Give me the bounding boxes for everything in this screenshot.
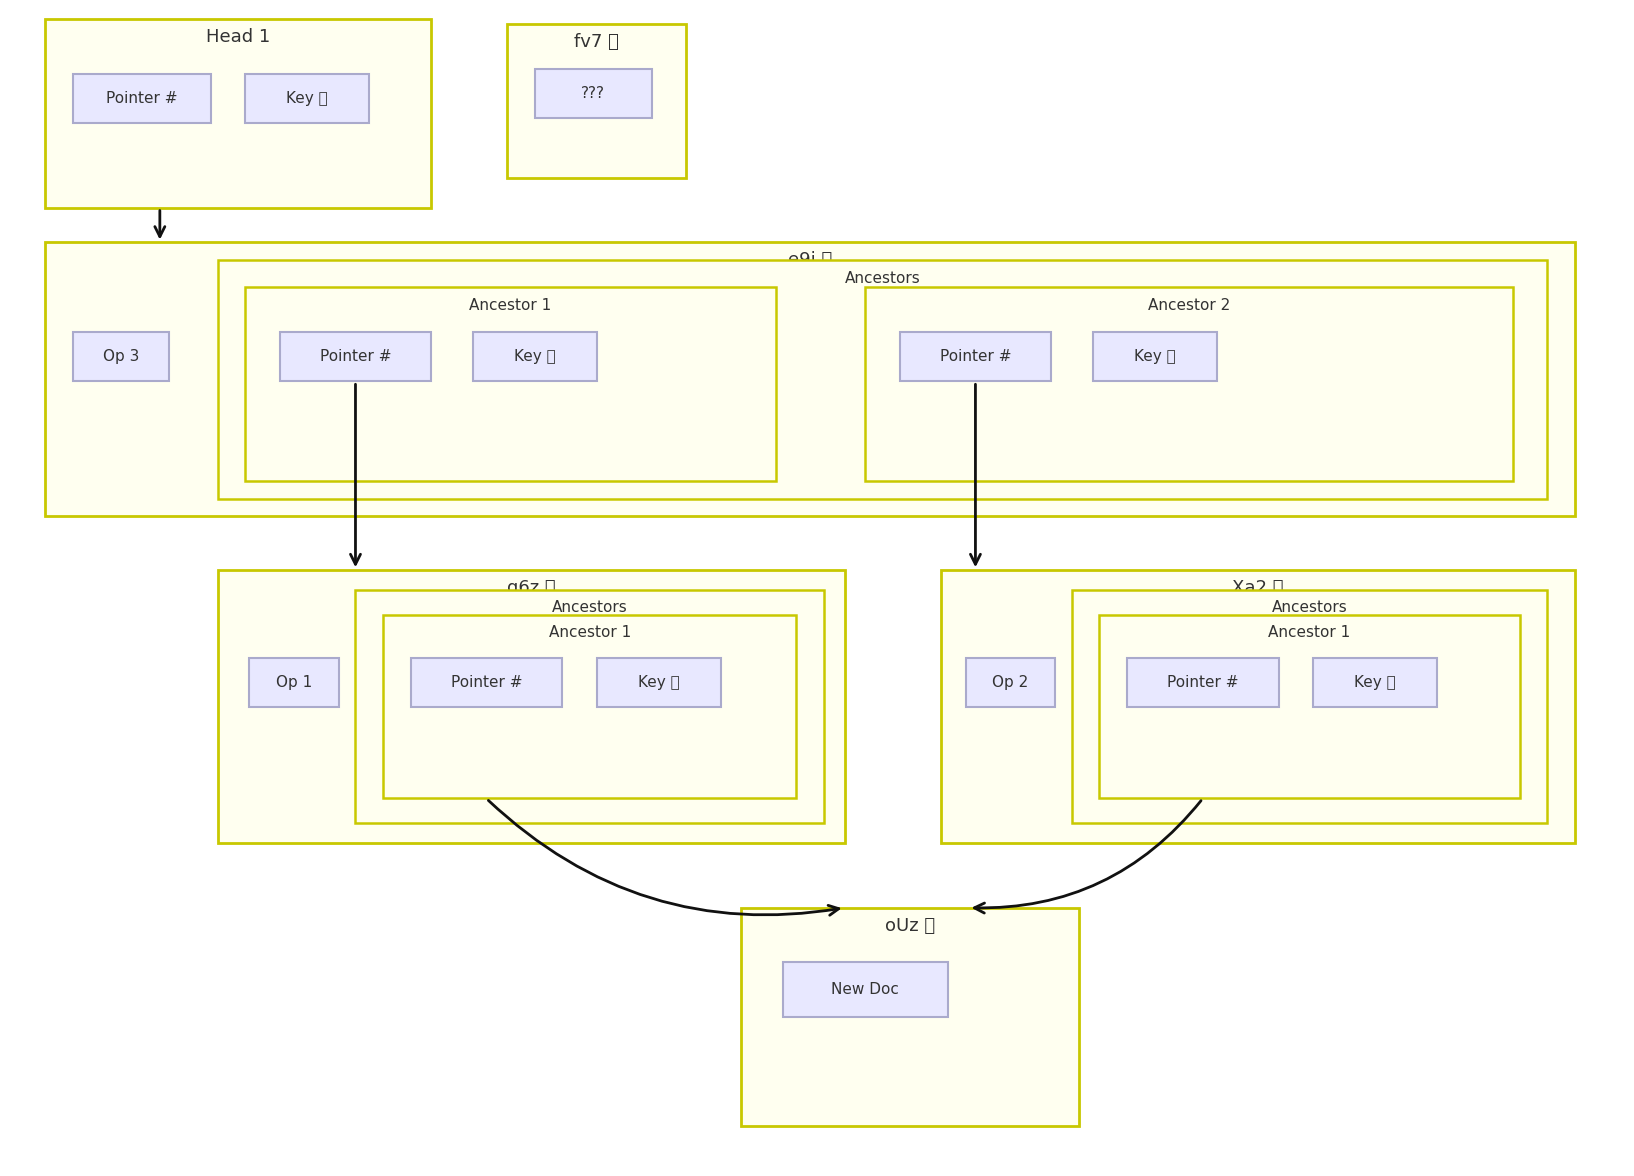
Text: fv7 🔒: fv7 🔒: [574, 33, 619, 51]
Bar: [1127, 657, 1278, 707]
Text: Key 🔑: Key 🔑: [513, 349, 556, 365]
Text: Key 🔑: Key 🔑: [286, 91, 328, 106]
Text: New Doc: New Doc: [832, 982, 899, 997]
Bar: [245, 74, 369, 123]
Text: Op 2: Op 2: [992, 675, 1029, 690]
Bar: [217, 570, 845, 843]
Text: Pointer #: Pointer #: [1167, 675, 1239, 690]
Bar: [742, 908, 1078, 1127]
Bar: [410, 657, 562, 707]
Bar: [46, 19, 431, 208]
Bar: [472, 332, 596, 381]
Bar: [250, 657, 338, 707]
Text: Ancestors: Ancestors: [845, 270, 920, 286]
Bar: [1072, 590, 1547, 823]
Text: Ancestor 2: Ancestor 2: [1147, 298, 1230, 313]
Bar: [783, 962, 948, 1017]
Bar: [46, 242, 1575, 515]
Bar: [941, 570, 1575, 843]
Text: Op 1: Op 1: [276, 675, 312, 690]
Bar: [866, 287, 1513, 481]
Bar: [382, 615, 796, 799]
Text: Ancestor 1: Ancestor 1: [1268, 626, 1351, 640]
Bar: [507, 24, 686, 178]
Bar: [1093, 332, 1217, 381]
Text: Pointer #: Pointer #: [106, 91, 178, 106]
Bar: [356, 590, 824, 823]
Text: oUz 🔒: oUz 🔒: [886, 916, 935, 935]
Text: Ancestors: Ancestors: [552, 601, 627, 615]
Bar: [966, 657, 1056, 707]
Text: Xa2 🔒: Xa2 🔒: [1232, 579, 1284, 597]
Bar: [1100, 615, 1520, 799]
Bar: [534, 68, 652, 119]
Text: Key 🔑: Key 🔑: [1134, 349, 1175, 365]
Text: Pointer #: Pointer #: [451, 675, 523, 690]
Text: Key 🔑: Key 🔑: [637, 675, 680, 690]
Bar: [596, 657, 721, 707]
Text: Ancestor 1: Ancestor 1: [549, 626, 631, 640]
Bar: [1314, 657, 1436, 707]
Bar: [245, 287, 776, 481]
Bar: [217, 260, 1547, 499]
Text: Pointer #: Pointer #: [940, 349, 1011, 365]
Text: Key 🔑: Key 🔑: [1355, 675, 1395, 690]
Bar: [279, 332, 431, 381]
Text: Pointer #: Pointer #: [320, 349, 391, 365]
Text: g6z 🔒: g6z 🔒: [507, 579, 556, 597]
Text: e9j 🔒: e9j 🔒: [788, 252, 832, 269]
Text: Ancestor 1: Ancestor 1: [469, 298, 552, 313]
Bar: [74, 74, 211, 123]
Bar: [900, 332, 1051, 381]
Text: Op 3: Op 3: [103, 349, 139, 365]
Text: ???: ???: [582, 86, 605, 101]
Text: Head 1: Head 1: [206, 28, 271, 46]
Text: Ancestors: Ancestors: [1271, 601, 1348, 615]
Bar: [74, 332, 170, 381]
